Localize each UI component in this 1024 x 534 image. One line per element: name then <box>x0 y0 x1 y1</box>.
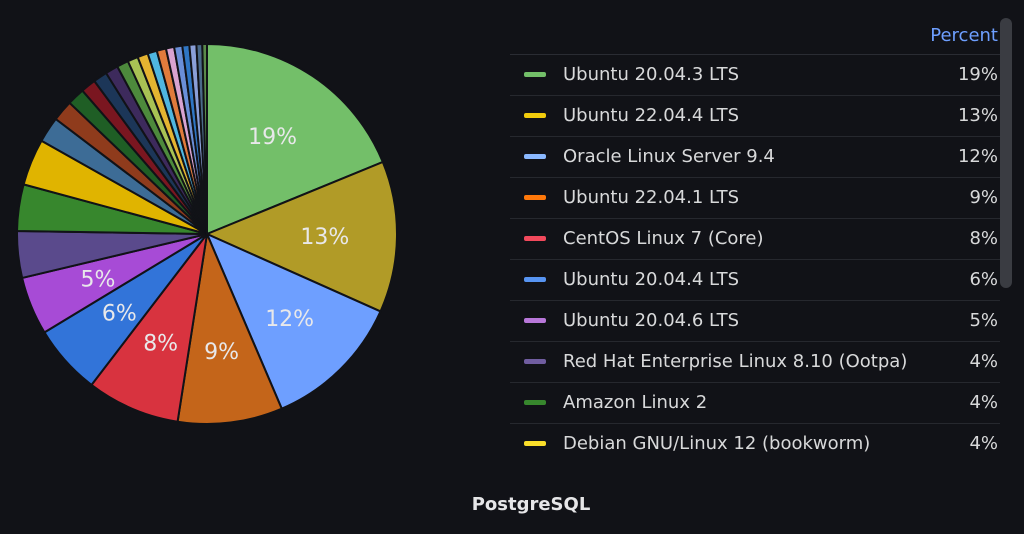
legend-swatch <box>524 400 546 405</box>
legend-percent: 13% <box>957 105 998 126</box>
legend-item[interactable]: CentOS Linux 7 (Core) 8% <box>510 219 1000 260</box>
legend-header-percent[interactable]: Percent <box>930 25 998 46</box>
legend-percent: 9% <box>969 187 998 208</box>
legend-label: Ubuntu 22.04.4 LTS <box>563 105 740 126</box>
slice-label: 8% <box>143 331 178 356</box>
legend-swatch <box>524 318 546 323</box>
pie-slice[interactable] <box>206 233 382 410</box>
legend-label: Debian GNU/Linux 12 (bookworm) <box>563 433 871 454</box>
legend-swatch <box>524 236 546 241</box>
legend-percent: 6% <box>969 269 998 290</box>
legend-item[interactable]: Ubuntu 20.04.4 LTS 6% <box>510 260 1000 301</box>
legend-label: Ubuntu 20.04.3 LTS <box>563 64 740 85</box>
legend-item[interactable]: Ubuntu 20.04.6 LTS 5% <box>510 301 1000 342</box>
legend-label: Oracle Linux Server 9.4 <box>563 146 775 167</box>
slice-label: 19% <box>248 125 297 150</box>
legend-scrollbar[interactable] <box>1000 18 1012 288</box>
pie-slice[interactable] <box>201 43 208 235</box>
chart-title: PostgreSQL <box>471 494 591 515</box>
legend-item[interactable]: Debian GNU/Linux 12 (bookworm) 4% <box>510 424 1000 465</box>
legend-percent: 8% <box>969 228 998 249</box>
legend-percent: 4% <box>969 351 998 372</box>
legend-swatch <box>524 277 546 282</box>
legend-percent: 4% <box>969 433 998 454</box>
pie-slice[interactable] <box>206 43 384 235</box>
legend-item[interactable]: Ubuntu 20.04.3 LTS 19% <box>510 55 1000 96</box>
slice-label: 5% <box>81 268 116 293</box>
legend-item[interactable]: Oracle Linux Server 9.4 12% <box>510 137 1000 178</box>
legend-item[interactable]: Red Hat Enterprise Linux 8.10 (Ootpa) 4% <box>510 342 1000 383</box>
legend-item[interactable]: Ubuntu 22.04.4 LTS 13% <box>510 96 1000 137</box>
legend-label: CentOS Linux 7 (Core) <box>563 228 764 249</box>
legend-swatch <box>524 441 546 446</box>
pie-chart: 19% 13% 12% 9% 8%6% 5% <box>16 43 398 425</box>
legend-swatch <box>524 195 546 200</box>
legend-item[interactable]: Amazon Linux 2 4% <box>510 383 1000 424</box>
pie-slice[interactable] <box>206 160 398 313</box>
legend-swatch <box>524 113 546 118</box>
legend-percent: 4% <box>969 392 998 413</box>
slice-label: 9% <box>204 340 239 365</box>
slice-label: 13% <box>300 225 349 250</box>
legend-swatch <box>524 359 546 364</box>
legend-swatch <box>524 72 546 77</box>
legend-header[interactable]: Percent <box>510 18 1000 55</box>
legend-item[interactable]: Ubuntu 22.04.1 LTS 9% <box>510 178 1000 219</box>
legend-swatch <box>524 154 546 159</box>
pie-slice[interactable] <box>90 233 208 423</box>
legend-label: Ubuntu 22.04.1 LTS <box>563 187 740 208</box>
slice-label: 12% <box>265 307 314 332</box>
slice-label: 6% <box>102 302 137 327</box>
legend-label: Ubuntu 20.04.6 LTS <box>563 310 740 331</box>
legend-percent: 19% <box>957 64 998 85</box>
pie-slice[interactable] <box>176 233 283 425</box>
legend-table: Percent Ubuntu 20.04.3 LTS 19% Ubuntu 22.0… <box>510 18 1000 465</box>
legend-label: Amazon Linux 2 <box>563 392 708 413</box>
legend-label: Red Hat Enterprise Linux 8.10 (Ootpa) <box>563 351 908 372</box>
legend-label: Ubuntu 20.04.4 LTS <box>563 269 740 290</box>
legend-percent: 12% <box>957 146 998 167</box>
legend-percent: 5% <box>969 310 998 331</box>
